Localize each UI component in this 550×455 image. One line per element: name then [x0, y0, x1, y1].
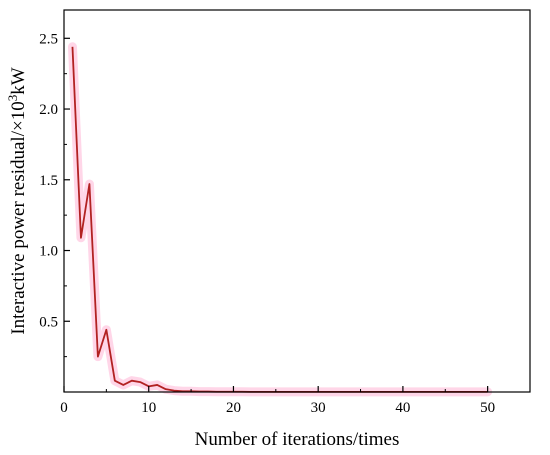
y-axis-title-main: Interactive power residual/×10: [8, 101, 29, 334]
series-line-layer: [71, 46, 488, 393]
x-tick-label: 50: [480, 400, 495, 416]
x-axis: 0 10 20 30 40 50: [60, 386, 495, 416]
y-axis: 0.5 1.0 1.5 2.0 2.5: [39, 31, 70, 358]
y-axis-title-unit: kW: [8, 67, 29, 95]
x-tick-label: 10: [141, 400, 156, 416]
y-axis-title-sup: 3: [5, 95, 20, 102]
y-tick-label: 2.5: [39, 31, 58, 47]
series-band: [67, 42, 493, 397]
x-tick-label: 0: [60, 400, 68, 416]
y-tick-label: 1.0: [39, 244, 58, 260]
x-tick-label: 40: [395, 400, 410, 416]
y-axis-title: Interactive power residual/×103kW: [5, 67, 30, 334]
y-tick-label: 1.5: [39, 173, 58, 189]
x-axis-title: Number of iterations/times: [195, 429, 400, 450]
x-tick-label: 30: [311, 400, 326, 416]
series-line: [71, 46, 488, 393]
x-tick-label: 20: [226, 400, 241, 416]
plot-frame: [63, 9, 531, 393]
y-tick-label: 2.0: [39, 102, 58, 118]
confidence-band-layer: [67, 42, 493, 397]
y-tick-label: 0.5: [39, 314, 58, 330]
